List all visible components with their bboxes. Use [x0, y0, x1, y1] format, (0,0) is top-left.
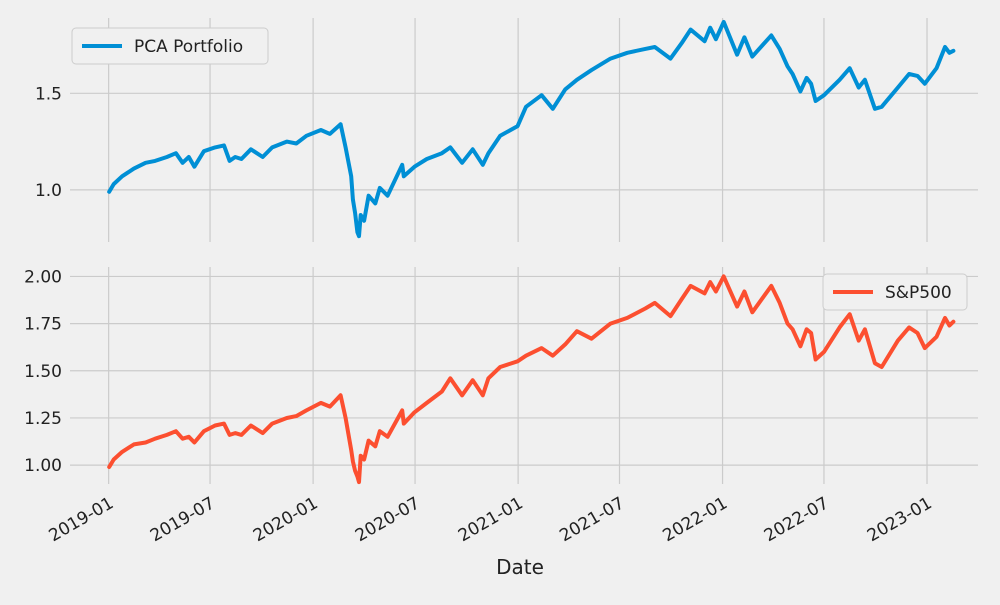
bottom-panel-series [107, 274, 956, 485]
bottom-panel-legend: S&P500 [822, 273, 968, 311]
top-panel-legend: PCA Portfolio [71, 27, 269, 65]
bottom-y-tick-label: 1.75 [24, 315, 62, 335]
bottom-legend-label: S&P500 [885, 283, 952, 303]
bottom-y-tick-label: 1.50 [24, 362, 62, 382]
top-legend-label: PCA Portfolio [134, 37, 243, 57]
top-panel: 1.0 1.5 PCA Portfolio [35, 18, 978, 242]
top-panel-series [107, 19, 956, 239]
bottom-y-tick-label: 2.00 [24, 267, 62, 287]
bottom-series-line-0 [107, 274, 956, 485]
top-y-tick-label: 1.5 [35, 84, 62, 104]
bottom-legend-box [822, 273, 968, 311]
bottom-y-tick-label: 1.25 [24, 409, 62, 429]
bottom-y-tick-label: 1.00 [24, 456, 62, 476]
bottom-panel: 1.00 1.25 1.50 1.75 2.00 S&P500 [24, 267, 978, 485]
x-axis-label: Date [496, 555, 544, 579]
top-y-tick-label: 1.0 [35, 181, 62, 201]
top-panel-y-ticks: 1.0 1.5 [35, 84, 62, 201]
top-legend-box [71, 27, 269, 65]
bottom-panel-y-ticks: 1.00 1.25 1.50 1.75 2.00 [24, 267, 62, 476]
top-series-line-0 [107, 19, 956, 239]
